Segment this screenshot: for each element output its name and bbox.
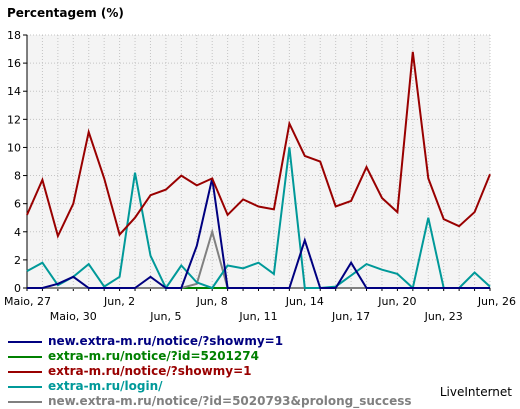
x-tick-label: Jun, 26: [477, 295, 516, 308]
legend-swatch: [8, 356, 42, 358]
legend-label: extra-m.ru/login/: [48, 379, 163, 393]
legend-swatch: [8, 401, 42, 403]
legend-swatch: [8, 386, 42, 388]
series-line-1: [27, 178, 490, 289]
legend-swatch: [8, 341, 42, 343]
x-tick-label: Jun, 8: [196, 295, 228, 308]
y-tick-label: 2: [14, 254, 21, 267]
y-tick-label: 0: [14, 282, 21, 295]
x-tick-label: Jun, 17: [331, 310, 370, 323]
legend-label: extra-m.ru/notice/?id=5201274: [48, 349, 259, 363]
legend-label: new.extra-m.ru/notice/?id=5020793&prolon…: [48, 394, 412, 408]
y-tick-label: 6: [14, 198, 21, 211]
x-tick-label: Jun, 20: [377, 295, 416, 308]
x-tick-label: Jun, 2: [103, 295, 135, 308]
y-tick-label: 4: [14, 226, 21, 239]
x-tick-label: Maio, 30: [50, 310, 97, 323]
y-tick-label: 16: [7, 57, 21, 70]
x-tick-label: Maio, 27: [4, 295, 51, 308]
chart-title: Percentagem (%): [7, 6, 124, 20]
y-tick-label: 12: [7, 113, 21, 126]
legend-label: extra-m.ru/notice/?showmy=1: [48, 364, 252, 378]
y-tick-label: 18: [7, 29, 21, 42]
x-tick-label: Jun, 14: [285, 295, 324, 308]
brand-label: LiveInternet: [439, 385, 512, 399]
y-tick-label: 10: [7, 141, 21, 154]
x-tick-label: Jun, 23: [424, 310, 463, 323]
series-line-3: [26, 51, 491, 239]
y-tick-label: 8: [14, 170, 21, 183]
y-tick-label: 14: [7, 85, 21, 98]
legend-label: new.extra-m.ru/notice/?showmy=1: [48, 334, 284, 348]
x-tick-label: Jun, 11: [238, 310, 277, 323]
x-tick-label: Jun, 5: [149, 310, 181, 323]
legend-swatch: [8, 371, 42, 373]
